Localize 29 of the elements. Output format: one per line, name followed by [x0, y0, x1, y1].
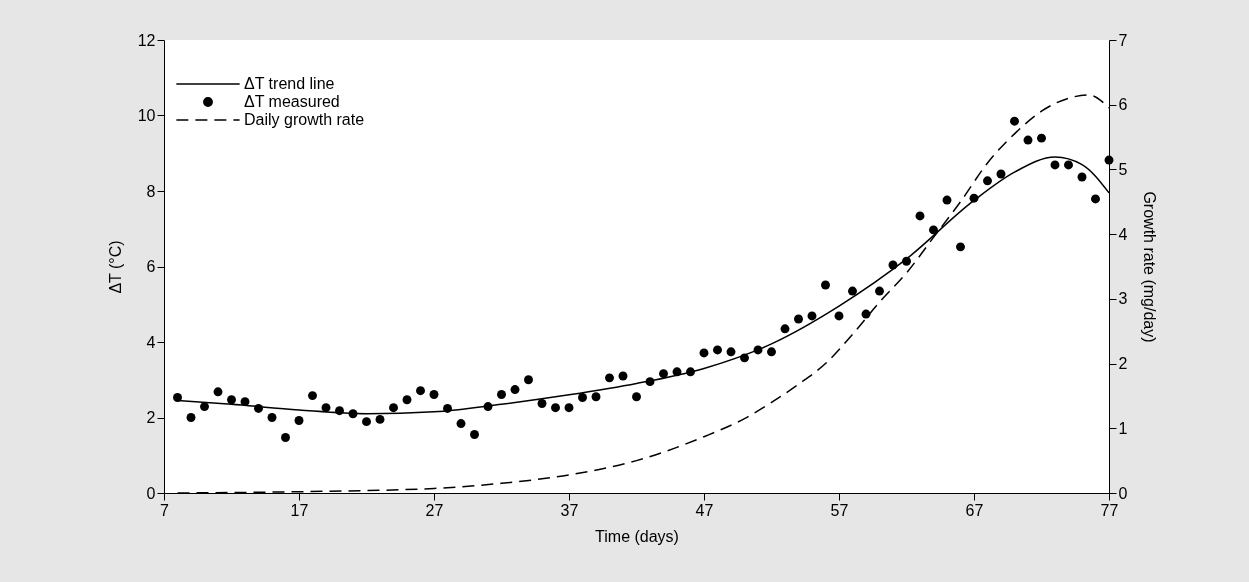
y2-tick-label: 0 — [1118, 484, 1128, 502]
y2-tick-label: 7 — [1118, 31, 1128, 49]
x-axis-title: Time (days) — [595, 527, 679, 545]
legend-label: ΔT trend line — [244, 75, 335, 92]
y-tick-label: 6 — [146, 258, 156, 275]
x-tick-label: 47 — [695, 501, 714, 519]
x-tick-label: 27 — [425, 501, 444, 519]
y2-axis-title: Growth rate (mg/day) — [1141, 191, 1159, 343]
x-tick-label: 77 — [1100, 501, 1119, 519]
y-axis-title: ΔT (°C) — [106, 240, 124, 294]
y-tick-label: 8 — [146, 182, 156, 200]
y-tick-label: 12 — [137, 31, 156, 49]
x-tick-label: 37 — [560, 501, 579, 519]
y2-tick-label: 6 — [1118, 96, 1128, 114]
y2-tick-label: 2 — [1118, 355, 1128, 373]
y-tick-label: 10 — [137, 107, 156, 124]
y2-tick-label: 3 — [1118, 290, 1128, 308]
y2-tick-label: 1 — [1118, 419, 1128, 437]
x-tick-label: 67 — [965, 501, 984, 519]
y2-tick-label: 5 — [1118, 160, 1128, 178]
x-tick-label: 57 — [830, 501, 849, 519]
y-tick-label: 2 — [146, 409, 156, 426]
y-tick-label: 0 — [146, 484, 156, 502]
legend-label: ΔT measured — [244, 93, 340, 110]
legend-label: Daily growth rate — [244, 111, 365, 128]
y2-tick-label: 4 — [1118, 225, 1128, 243]
x-tick-label: 7 — [160, 501, 170, 519]
y-tick-label: 4 — [146, 333, 156, 351]
x-tick-label: 17 — [290, 501, 309, 519]
